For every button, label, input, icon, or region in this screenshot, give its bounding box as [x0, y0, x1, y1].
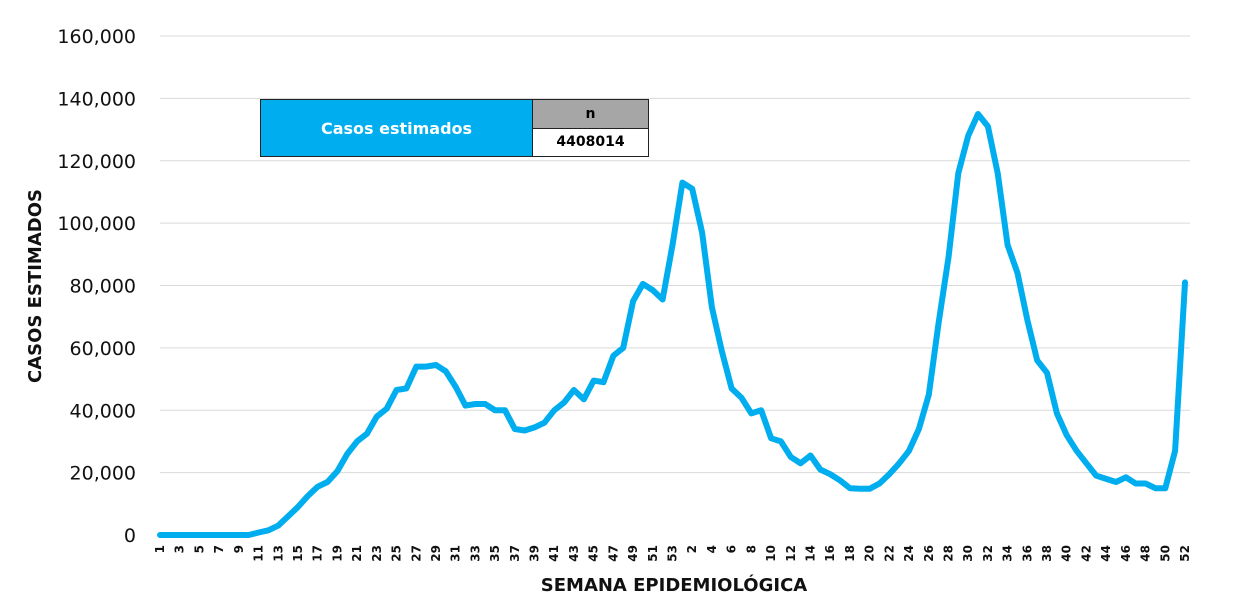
x-axis-ticks: 1 3 5 7 9 11 13 15 17 19 21 23 25 27 29 31 33 35 37 39 41 43 4…: [153, 545, 1192, 562]
x-tick-label: 49: [626, 545, 640, 562]
y-tick-label: 140,000: [57, 88, 136, 110]
x-tick-label: 11: [252, 545, 266, 562]
x-tick-label: 7: [212, 545, 226, 553]
x-tick-label: 24: [902, 545, 916, 562]
x-tick-label: 20: [863, 545, 877, 562]
summary-n-value: 4408014: [532, 127, 649, 157]
x-axis-title: SEMANA EPIDEMIOLÓGICA: [541, 574, 808, 596]
x-tick-label: 15: [291, 545, 305, 562]
x-tick-label: 4: [705, 545, 719, 553]
x-tick-label: 8: [744, 545, 758, 553]
y-axis-ticks: 0 20,000 40,000 60,000 80,000 100,000 120,000 1…: [57, 26, 136, 547]
y-tick-label: 60,000: [70, 338, 136, 360]
x-tick-label: 2: [685, 545, 699, 553]
x-tick-label: 30: [961, 545, 975, 562]
x-tick-label: 16: [823, 545, 837, 562]
x-tick-label: 32: [981, 545, 995, 562]
x-tick-label: 40: [1060, 545, 1074, 562]
x-tick-label: 3: [173, 545, 187, 553]
x-tick-label: 18: [843, 545, 857, 562]
x-tick-label: 23: [370, 545, 384, 562]
x-tick-label: 10: [764, 545, 778, 562]
x-tick-label: 31: [449, 545, 463, 562]
x-tick-label: 47: [606, 545, 620, 562]
x-tick-label: 6: [725, 545, 739, 553]
x-tick-label: 22: [882, 545, 896, 562]
x-tick-label: 44: [1099, 545, 1113, 562]
y-tick-label: 0: [124, 525, 136, 547]
series-line: [157, 111, 1188, 538]
x-tick-label: 38: [1040, 545, 1054, 562]
x-tick-label: 52: [1178, 545, 1192, 562]
x-tick-label: 19: [330, 545, 344, 562]
x-tick-label: 34: [1001, 545, 1015, 562]
y-tick-label: 160,000: [57, 26, 136, 48]
x-tick-label: 46: [1119, 545, 1133, 562]
y-tick-label: 120,000: [57, 151, 136, 173]
summary-label-cell: Casos estimados: [260, 99, 533, 157]
x-tick-label: 43: [567, 545, 581, 562]
x-tick-label: 12: [784, 545, 798, 562]
x-tick-label: 28: [941, 545, 955, 562]
x-tick-label: 9: [232, 545, 246, 553]
y-tick-label: 20,000: [70, 463, 136, 485]
x-tick-label: 17: [311, 545, 325, 562]
series-layer: [157, 111, 1188, 538]
x-tick-label: 48: [1139, 545, 1153, 562]
x-tick-label: 50: [1158, 545, 1172, 562]
x-tick-label: 41: [547, 545, 561, 562]
x-tick-label: 14: [803, 545, 817, 562]
x-tick-label: 35: [488, 545, 502, 562]
summary-n-header: n: [532, 99, 649, 129]
y-axis-title: CASOS ESTIMADOS: [25, 189, 46, 383]
x-tick-label: 29: [429, 545, 443, 562]
y-tick-label: 80,000: [70, 276, 136, 298]
x-tick-label: 1: [153, 545, 167, 553]
x-tick-label: 53: [666, 545, 680, 562]
x-tick-label: 13: [271, 545, 285, 562]
x-tick-label: 33: [468, 545, 482, 562]
x-tick-label: 21: [350, 545, 364, 562]
summary-table: Casos estimados n 4408014: [260, 99, 649, 157]
x-tick-label: 27: [409, 545, 423, 562]
y-tick-label: 100,000: [57, 213, 136, 235]
x-tick-label: 5: [192, 545, 206, 553]
x-tick-label: 51: [646, 545, 660, 562]
x-tick-label: 36: [1020, 545, 1034, 562]
x-tick-label: 42: [1079, 545, 1093, 562]
x-tick-label: 39: [528, 545, 542, 562]
x-tick-label: 37: [508, 545, 522, 562]
y-tick-label: 40,000: [70, 400, 136, 422]
x-tick-label: 26: [922, 545, 936, 562]
x-tick-label: 25: [390, 545, 404, 562]
x-tick-label: 45: [587, 545, 601, 562]
